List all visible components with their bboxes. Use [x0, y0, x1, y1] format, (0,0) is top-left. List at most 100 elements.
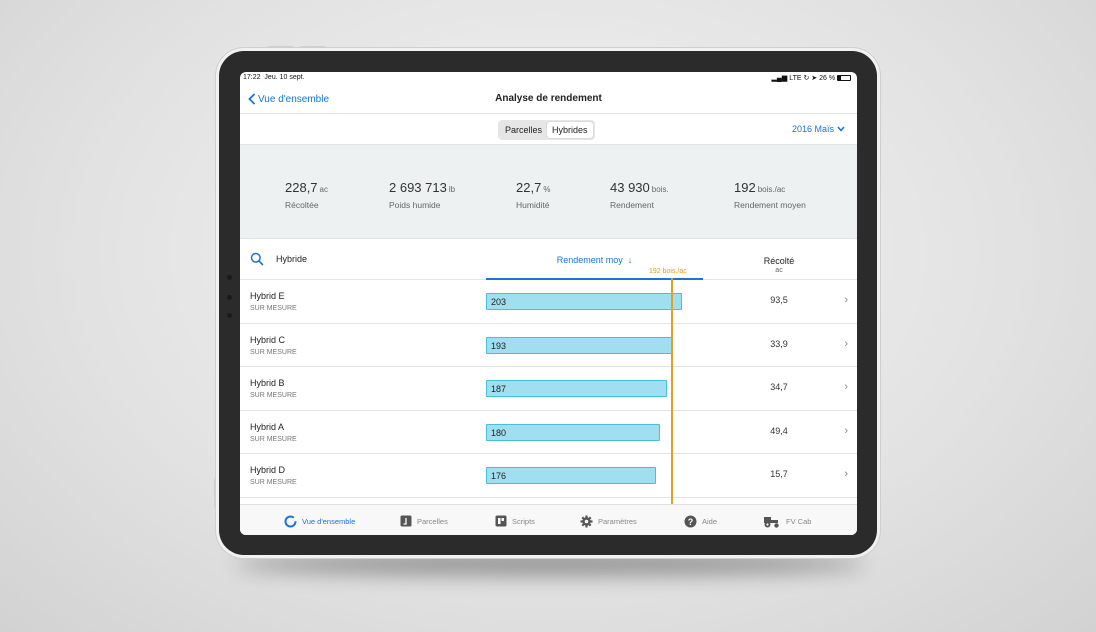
segmented-control: Parcelles Hybrides: [498, 120, 595, 140]
segment-parcelles[interactable]: Parcelles: [505, 125, 543, 135]
chevron-right-icon: ›: [844, 468, 848, 480]
device-button: [300, 46, 326, 49]
chevron-right-icon: ›: [844, 381, 848, 393]
table-row[interactable]: Hybrid D SUR MESURE 176 15,7 ›: [240, 454, 857, 498]
tab-fv-cab[interactable]: FV Cab: [763, 515, 811, 528]
yield-bar: 176: [486, 467, 656, 484]
chevron-left-icon: [248, 93, 256, 105]
status-time: 17:22: [243, 74, 261, 81]
overview-ring-icon: [284, 515, 297, 528]
summary-panel: 228,7 ac Récoltée 2 693 713 lb Poids humid…: [240, 144, 857, 239]
hybrid-subtitle: SUR MESURE: [250, 392, 297, 399]
stat-unit: %: [543, 185, 551, 194]
search-hybrid[interactable]: Hybride: [250, 252, 307, 266]
tab-settings[interactable]: Paramètres: [580, 515, 637, 528]
yield-bar: 187: [486, 380, 667, 397]
field-icon: [400, 515, 412, 527]
stat-unit: bois.: [651, 185, 669, 194]
camera-dot: [227, 295, 232, 300]
sort-column-header[interactable]: Rendement moy ↓: [486, 250, 703, 280]
tab-label: Vue d'ensemble: [302, 517, 356, 526]
stat-label: Rendement: [610, 200, 654, 210]
stat-unit: bois./ac: [757, 185, 786, 194]
battery-icon: [837, 75, 851, 82]
stat-unit: ac: [319, 185, 328, 194]
tab-label: Paramètres: [598, 517, 637, 526]
hybrid-name: Hybrid C: [250, 334, 286, 345]
tab-overview[interactable]: Vue d'ensemble: [284, 515, 355, 528]
status-right: LTE ↻ ➤ 26 %: [789, 75, 836, 82]
help-icon: ?: [684, 515, 697, 528]
status-date: Jeu. 10 sept.: [264, 74, 305, 81]
hybrid-name: Hybrid E: [250, 291, 285, 301]
harvested-column-header[interactable]: Récolté ac: [743, 256, 815, 274]
table-header: Hybride Rendement moy ↓ 192 bois./ac Réc…: [240, 239, 857, 280]
segment-hybrides[interactable]: Hybrides: [547, 122, 593, 138]
tab-label: Parcelles: [417, 516, 448, 526]
stat-label: Rendement moyen: [734, 200, 806, 210]
harvested-value: 33,9: [770, 338, 788, 349]
table-row[interactable]: Hybrid E SUR MESURE 203 93,5 ›: [240, 280, 857, 324]
back-label: Vue d'ensemble: [258, 93, 330, 105]
tab-scripts[interactable]: Scripts: [495, 515, 535, 527]
table-row[interactable]: Hybrid A SUR MESURE 180 49,4 ›: [240, 411, 857, 454]
camera-dot: [227, 313, 232, 318]
season-label: 2016 Maïs: [791, 124, 834, 134]
stat-average-yield: 192 bois./ac Rendement moyen: [734, 179, 806, 210]
search-label: Hybride: [276, 254, 308, 264]
chevron-right-icon: ›: [844, 424, 848, 437]
stat-yield: 43 930 bois. Rendement: [610, 179, 669, 210]
svg-text:?: ?: [688, 517, 694, 527]
tab-bar: Vue d'ensemble Parcelles Scripts Paramèt…: [240, 504, 857, 535]
average-label: 192 bois./ac: [649, 268, 687, 275]
stat-moisture: 22,7% Humidité: [516, 179, 550, 210]
average-yield-line: [671, 278, 673, 504]
stat-unit: lb: [448, 185, 456, 194]
back-button[interactable]: Vue d'ensemble: [248, 93, 329, 105]
stat-value: 43 930: [610, 180, 650, 195]
stat-label: Récoltée: [285, 200, 319, 210]
table-row[interactable]: Hybrid B SUR MESURE 187 34,7 ›: [240, 367, 857, 411]
script-icon: [495, 515, 507, 527]
harvested-value: 49,4: [770, 425, 788, 436]
stat-label: Humidité: [516, 200, 550, 210]
harvested-header: Récolté: [763, 256, 795, 266]
yield-bar: 180: [486, 423, 660, 441]
hybrid-name: Hybrid A: [250, 421, 285, 432]
filter-bar: Parcelles Hybrides 2016 Maïs: [240, 115, 857, 144]
tractor-icon: [763, 515, 781, 528]
harvested-value: 34,7: [770, 382, 788, 392]
chevron-right-icon: ›: [844, 294, 848, 306]
table-row[interactable]: Hybrid C SUR MESURE 193 33,9 ›: [240, 324, 857, 367]
gear-icon: [580, 515, 593, 528]
hybrid-subtitle: SUR MESURE: [250, 479, 297, 486]
tab-label: Aide: [702, 517, 718, 526]
harvested-value: 15,7: [770, 469, 788, 479]
season-selector[interactable]: 2016 Maïs: [792, 124, 845, 134]
status-bar: 17:22 Jeu. 10 sept. ▂▄▆ LTE ↻ ➤ 26 %: [240, 72, 857, 84]
yield-bar: 193: [486, 336, 672, 354]
device-button: [214, 478, 217, 508]
stat-value: 228,7: [285, 180, 318, 195]
sort-label: Rendement moy: [556, 255, 623, 265]
stat-wet-weight: 2 693 713 lb Poids humide: [389, 179, 455, 210]
hybrid-subtitle: SUR MESURE: [250, 305, 297, 312]
stat-value: 192: [734, 180, 756, 195]
tab-label: FV Cab: [786, 517, 812, 526]
hybrid-list: Hybrid E SUR MESURE 203 93,5 › Hybrid C …: [240, 280, 857, 498]
search-icon: [250, 252, 264, 266]
chevron-down-icon: [837, 126, 845, 132]
camera-dot: [227, 275, 232, 280]
harvested-unit: ac: [775, 267, 783, 274]
stat-value: 2 693 713: [389, 180, 447, 195]
navigation-bar: Vue d'ensemble Analyse de rendement: [240, 84, 857, 114]
tab-label: Scripts: [512, 516, 535, 526]
hybrid-subtitle: SUR MESURE: [250, 348, 297, 356]
yield-bar: 203: [486, 293, 682, 310]
hybrid-name: Hybrid D: [250, 465, 286, 475]
tab-fields[interactable]: Parcelles: [400, 515, 448, 527]
chevron-right-icon: ›: [844, 337, 848, 350]
stat-harvested: 228,7 ac Récoltée: [285, 179, 328, 210]
stat-label: Poids humide: [389, 200, 441, 210]
tab-help[interactable]: ? Aide: [684, 515, 717, 528]
